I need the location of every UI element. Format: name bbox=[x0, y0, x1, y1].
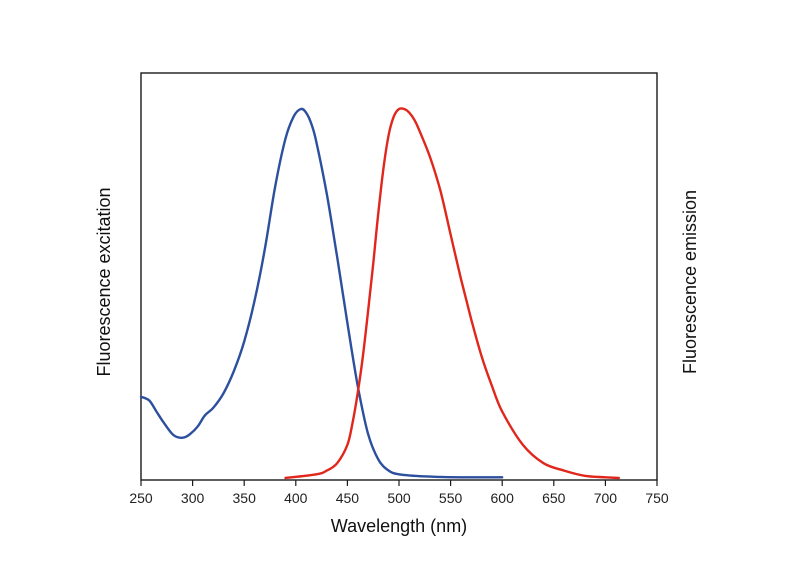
x-tick-label: 550 bbox=[439, 490, 463, 506]
series-layer bbox=[139, 107, 620, 480]
y-axis-title-left: Fluorescence excitation bbox=[94, 187, 114, 376]
x-tick-label: 700 bbox=[594, 490, 618, 506]
x-axis-title: Wavelength (nm) bbox=[331, 516, 467, 536]
plot-frame bbox=[140, 72, 658, 481]
excitation-series-line bbox=[139, 107, 504, 479]
x-tick-label: 300 bbox=[181, 490, 205, 506]
x-tick-label: 450 bbox=[336, 490, 360, 506]
x-tick-label: 500 bbox=[387, 490, 411, 506]
x-tick-label: 750 bbox=[645, 490, 669, 506]
emission-series-line bbox=[284, 107, 620, 480]
x-tick-label: 400 bbox=[284, 490, 308, 506]
x-tick-label: 350 bbox=[233, 490, 257, 506]
x-axis-ticks: 250 300 350 400 450 500 550 600 650 700 750 bbox=[129, 480, 669, 506]
x-tick-label: 650 bbox=[542, 490, 566, 506]
x-tick-label: 250 bbox=[129, 490, 153, 506]
x-tick-label: 600 bbox=[491, 490, 515, 506]
y-axis-title-right: Fluorescence emission bbox=[680, 190, 700, 374]
